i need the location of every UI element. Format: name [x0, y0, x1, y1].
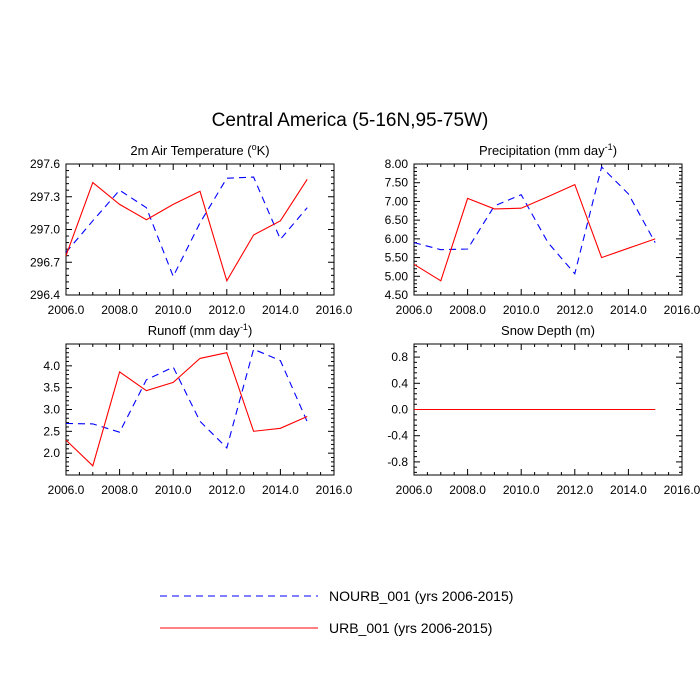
x-tick-label: 2014.0 [262, 483, 299, 497]
y-tick-label: 3.0 [43, 403, 60, 417]
series-line-nourb-001 [413, 165, 656, 275]
x-tick-label: 2014.0 [610, 303, 647, 317]
legend-label-nourb-001: NOURB_001 (yrs 2006-2015) [329, 588, 513, 604]
x-tick-label: 2012.0 [208, 303, 245, 317]
x-tick-label: 2006.0 [396, 303, 433, 317]
y-tick-label: 2.5 [43, 424, 60, 438]
panel-title-runoff: Runoff (mm day-1) [148, 322, 253, 338]
y-tick-label: 6.50 [385, 213, 409, 227]
chart-panel-precipitation: Precipitation (mm day-1) 2006.0 2008.0 2010… [385, 142, 700, 317]
legend-label-urb-001: URB_001 (yrs 2006-2015) [329, 620, 492, 636]
x-tick-label: 2008.0 [449, 483, 486, 497]
plot-frame [65, 343, 335, 476]
x-tick-label: 2010.0 [503, 303, 540, 317]
series-line-nourb-001 [65, 176, 308, 278]
y-tick-label: 297.0 [30, 223, 60, 237]
y-tick-label: 0.0 [391, 403, 408, 417]
x-tick-label: 2006.0 [48, 303, 85, 317]
x-tick-label: 2014.0 [610, 483, 647, 497]
y-tick-label: 4.50 [385, 288, 409, 302]
x-tick-label: 2008.0 [101, 483, 138, 497]
y-tick-label: 5.50 [385, 251, 409, 265]
series-line-nourb-001 [65, 348, 308, 449]
plot-frame [413, 163, 683, 296]
figure-title: Central America (5-16N,95-75W) [212, 110, 489, 131]
chart-panel-2m-air-temperature: 2m Air Temperature (oK) 2006.0 2008.0 2010.… [30, 142, 353, 317]
legend: NOURB_001 (yrs 2006-2015) URB_001 (yrs 20… [160, 588, 513, 636]
x-tick-label: 2012.0 [556, 303, 593, 317]
x-tick-label: 2016.0 [664, 483, 700, 497]
y-tick-label: 2.0 [43, 446, 60, 460]
series-line-urb-001 [413, 183, 656, 282]
y-tick-label: 7.00 [385, 194, 409, 208]
y-tick-label: 3.5 [43, 381, 60, 395]
panel-title-snow-depth: Snow Depth (m) [501, 323, 595, 338]
chart-panel-runoff: Runoff (mm day-1) 2006.0 2008.0 2010.0 2012.… [43, 322, 352, 497]
x-tick-label: 2008.0 [449, 303, 486, 317]
y-tick-label: 7.50 [385, 176, 409, 190]
y-tick-label: 0.4 [391, 376, 408, 390]
panel-title-2m-air-temperature: 2m Air Temperature (oK) [130, 142, 269, 158]
y-tick-label: 296.7 [30, 255, 60, 269]
chart-panels: 2m Air Temperature (oK) 2006.0 2008.0 2010.… [30, 142, 700, 497]
x-tick-label: 2016.0 [316, 303, 353, 317]
plot-frame [65, 163, 335, 296]
x-tick-label: 2016.0 [664, 303, 700, 317]
y-tick-label: -0.4 [387, 429, 408, 443]
x-tick-label: 2008.0 [101, 303, 138, 317]
series-line-urb-001 [65, 352, 308, 467]
x-tick-label: 2010.0 [155, 483, 192, 497]
y-tick-label: 6.00 [385, 232, 409, 246]
y-tick-label: 4.0 [43, 359, 60, 373]
y-tick-label: 297.6 [30, 157, 60, 171]
x-tick-label: 2010.0 [155, 303, 192, 317]
series-line-urb-001 [65, 179, 308, 283]
x-tick-label: 2006.0 [48, 483, 85, 497]
y-tick-label: 0.8 [391, 350, 408, 364]
y-tick-label: 8.00 [385, 157, 409, 171]
x-tick-label: 2012.0 [208, 483, 245, 497]
y-tick-label: 297.3 [30, 190, 60, 204]
y-tick-label: 296.4 [30, 288, 60, 302]
x-tick-label: 2014.0 [262, 303, 299, 317]
x-tick-label: 2010.0 [503, 483, 540, 497]
y-tick-label: -0.8 [387, 455, 408, 469]
chart-panel-snow-depth: Snow Depth (m) 2006.0 2008.0 2010.0 2012.0 20… [387, 323, 700, 497]
x-tick-label: 2012.0 [556, 483, 593, 497]
x-tick-label: 2016.0 [316, 483, 353, 497]
x-tick-label: 2006.0 [396, 483, 433, 497]
panel-title-precipitation: Precipitation (mm day-1) [479, 142, 617, 158]
y-tick-label: 5.00 [385, 269, 409, 283]
